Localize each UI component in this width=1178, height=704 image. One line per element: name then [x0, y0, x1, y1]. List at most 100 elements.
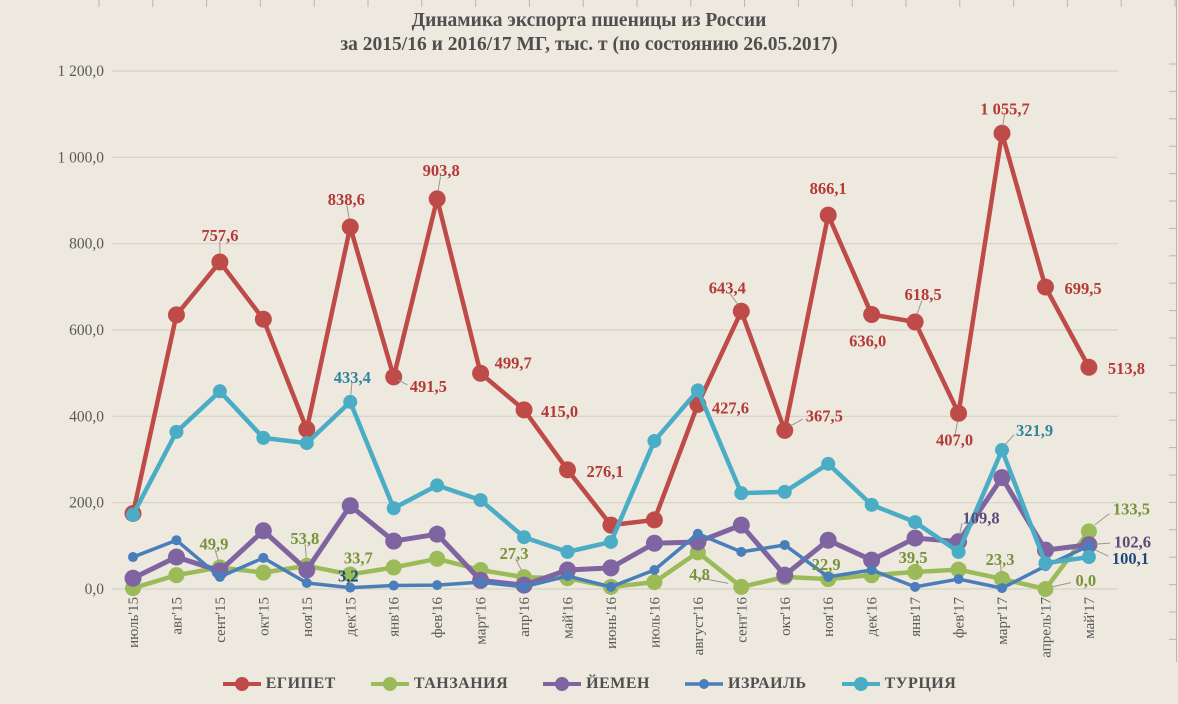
- y-tick-label: 600,0: [69, 322, 104, 339]
- y-tick-label: 800,0: [69, 236, 104, 253]
- x-tick-label: дек'15: [343, 597, 359, 636]
- data-label: 903,8: [423, 161, 460, 180]
- data-point: [255, 564, 272, 581]
- data-point: [126, 507, 140, 522]
- data-label: 133,5: [1113, 499, 1150, 518]
- data-point: [863, 305, 881, 323]
- data-point: [777, 484, 792, 499]
- data-label: 433,4: [334, 368, 371, 387]
- x-tick-label: май'16: [561, 597, 577, 639]
- data-point: [559, 461, 576, 479]
- data-point: [342, 566, 359, 583]
- data-point: [866, 565, 877, 576]
- data-point: [736, 546, 747, 557]
- data-point: [821, 456, 836, 471]
- data-label: 427,6: [712, 398, 749, 417]
- data-point: [646, 574, 663, 591]
- legend-marker-icon: [841, 677, 880, 691]
- legend-label: ЕГИПЕТ: [265, 675, 336, 692]
- data-point: [124, 569, 142, 587]
- data-label: 513,8: [1108, 359, 1145, 378]
- x-tick-label: янв'17: [908, 597, 924, 637]
- data-label: 491,5: [410, 377, 447, 396]
- data-point: [428, 525, 446, 543]
- data-point: [734, 486, 749, 501]
- data-label: 33,7: [344, 548, 373, 567]
- data-point: [341, 497, 359, 515]
- data-point: [907, 563, 924, 580]
- data-label: 321,9: [1016, 421, 1053, 440]
- data-point: [864, 497, 879, 512]
- data-point: [343, 394, 358, 409]
- data-point: [906, 529, 924, 547]
- legend-item-йемен: ЙЕМЕН: [542, 675, 650, 693]
- y-tick-label: 200,0: [69, 495, 104, 512]
- data-point: [910, 581, 921, 592]
- data-point: [732, 302, 750, 320]
- data-point: [430, 478, 445, 493]
- data-label: 866,1: [810, 179, 847, 198]
- y-tick-label: 0,0: [85, 581, 105, 598]
- x-tick-label: сент'15: [213, 597, 229, 643]
- data-point: [605, 581, 616, 592]
- data-point: [690, 383, 705, 398]
- data-label: 102,6: [1114, 533, 1151, 552]
- data-point: [298, 420, 316, 438]
- x-tick-label: авг'15: [169, 597, 185, 635]
- data-label: 4,8: [689, 565, 710, 584]
- chart-title-line2: за 2015/16 и 2016/17 МГ, тыс. т (по сост…: [340, 34, 838, 56]
- data-point: [472, 364, 490, 382]
- data-point: [994, 570, 1010, 587]
- data-label: 618,5: [905, 285, 942, 304]
- x-tick-label: апрель'17: [1038, 597, 1054, 658]
- legend-marker-icon: [685, 679, 723, 689]
- data-point: [906, 313, 924, 331]
- x-tick-label: сент'16: [734, 597, 750, 643]
- data-point: [385, 559, 402, 576]
- data-label: 415,0: [541, 402, 578, 421]
- data-point: [298, 561, 316, 579]
- data-label: 49,9: [199, 534, 228, 553]
- chart-legend: ЕГИПЕТ ТАНЗАНИЯ ЙЕМЕН ИЗРАИЛЬ ТУРЦИЯ: [0, 675, 1178, 693]
- data-point: [169, 424, 184, 439]
- data-label: 0,0: [1075, 571, 1096, 590]
- data-point: [473, 493, 488, 508]
- chart-title-line1: Динамика экспорта пшеницы из России: [411, 10, 767, 31]
- x-tick-label: дек'16: [865, 597, 881, 637]
- data-point: [254, 522, 272, 540]
- data-point: [517, 530, 532, 545]
- data-point: [475, 577, 486, 588]
- data-point: [649, 565, 660, 576]
- data-point: [1036, 278, 1054, 296]
- legend-marker-icon: [370, 677, 409, 691]
- data-point: [385, 368, 403, 386]
- data-label: 3,2: [338, 567, 359, 586]
- x-tick-label: август'16: [691, 597, 707, 656]
- data-point: [1037, 581, 1054, 597]
- data-point: [560, 544, 575, 559]
- x-tick-label: март'16: [474, 597, 490, 645]
- data-point: [995, 443, 1009, 458]
- data-point: [256, 430, 271, 445]
- data-label: 27,3: [500, 544, 529, 563]
- data-label: 100,1: [1112, 549, 1149, 568]
- data-label: 22,9: [812, 555, 841, 574]
- legend-label: ИЗРАИЛЬ: [728, 675, 807, 692]
- x-tick-label: июль'16: [647, 597, 663, 648]
- data-point: [645, 534, 663, 552]
- legend-item-турция: ТУРЦИЯ: [841, 675, 957, 693]
- data-point: [953, 574, 964, 585]
- x-tick-label: март'17: [995, 597, 1011, 645]
- data-point: [345, 582, 356, 593]
- x-tick-label: май'17: [1082, 597, 1098, 639]
- data-point: [167, 548, 185, 566]
- data-point: [647, 433, 662, 448]
- data-label: 407,0: [936, 430, 973, 449]
- data-point: [301, 577, 312, 588]
- data-point: [950, 561, 967, 578]
- data-point: [171, 535, 182, 546]
- data-label: 23,3: [986, 550, 1015, 569]
- y-tick-label: 1 000,0: [58, 149, 105, 166]
